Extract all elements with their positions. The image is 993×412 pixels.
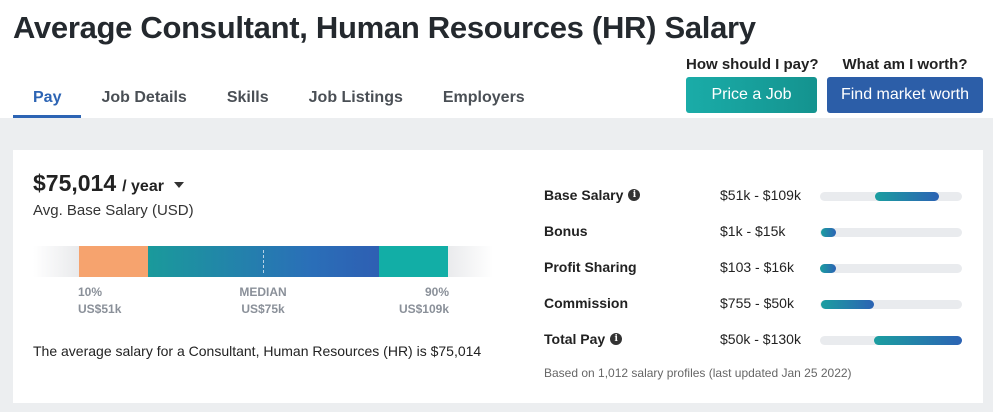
chevron-down-icon[interactable]	[173, 182, 184, 188]
p10-value: US$51k	[78, 302, 122, 316]
component-track	[820, 228, 962, 237]
component-track	[820, 336, 962, 345]
worth-question-label: What am I worth?	[842, 56, 968, 73]
find-market-worth-button[interactable]: Find market worth	[827, 77, 983, 113]
component-track	[820, 300, 962, 309]
component-track	[820, 192, 962, 201]
p90-label: 90%	[424, 285, 449, 299]
p10-label: 10%	[78, 285, 103, 299]
component-label: Total Pay	[544, 331, 606, 347]
salary-distribution-bar	[33, 246, 493, 277]
p90-value: US$109k	[398, 302, 449, 316]
component-label: Profit Sharing	[544, 259, 637, 275]
tab-job-details[interactable]: Job Details	[101, 89, 187, 106]
component-name: Total Pay i	[544, 331, 623, 347]
salary-card: $75,014 / year Avg. Base Salary (USD) 10…	[13, 150, 983, 403]
percentile-10-label: 10% US$51k	[78, 284, 121, 318]
tab-pay[interactable]: Pay	[13, 84, 82, 118]
component-name: Base Salary i	[544, 187, 641, 203]
component-label: Bonus	[544, 223, 588, 239]
component-name: Profit Sharing	[544, 259, 637, 275]
tab-job-listings[interactable]: Job Listings	[308, 89, 403, 106]
tab-skills[interactable]: Skills	[226, 89, 269, 106]
info-icon[interactable]: i	[628, 189, 641, 201]
page-header: Average Consultant, Human Resources (HR)…	[0, 0, 993, 118]
component-name: Bonus	[544, 223, 588, 239]
component-label: Commission	[544, 295, 629, 311]
info-icon[interactable]: i	[610, 333, 623, 345]
salary-amount: $75,014	[33, 170, 117, 196]
component-label: Base Salary	[544, 187, 624, 203]
tab-bar: Pay Job Details Skills Job Listings Empl…	[13, 84, 545, 118]
component-fill	[873, 336, 962, 345]
data-footnote: Based on 1,012 salary profiles (last upd…	[544, 366, 852, 380]
component-track	[820, 264, 962, 273]
component-range: $50k - $130k	[720, 331, 801, 347]
median-value: US$75k	[241, 302, 285, 316]
price-job-group: How should I pay? Price a Job	[686, 56, 819, 113]
pay-question-label: How should I pay?	[686, 56, 819, 73]
median-marker	[263, 250, 264, 273]
component-range: $755 - $50k	[720, 295, 794, 311]
distribution-high-segment	[379, 246, 448, 277]
component-fill	[820, 264, 836, 273]
component-fill	[821, 300, 874, 309]
price-a-job-button[interactable]: Price a Job	[686, 77, 817, 113]
median-label: MEDIAN US$75k	[233, 284, 293, 318]
component-range: $51k - $109k	[720, 187, 801, 203]
salary-headline: $75,014 / year	[33, 170, 184, 197]
market-worth-group: What am I worth? Find market worth	[827, 56, 983, 113]
component-fill	[821, 228, 836, 237]
component-name: Commission	[544, 295, 628, 311]
salary-description: The average salary for a Consultant, Hum…	[33, 343, 482, 359]
percentile-90-label: 90% US$109k	[389, 284, 449, 318]
component-fill	[875, 192, 940, 201]
distribution-low-segment	[79, 246, 148, 277]
salary-caption: Avg. Base Salary (USD)	[33, 202, 194, 219]
page-title: Average Consultant, Human Resources (HR)…	[13, 10, 756, 45]
component-range: $103 - $16k	[720, 259, 794, 275]
salary-period-selector[interactable]: / year	[122, 178, 164, 195]
component-range: $1k - $15k	[720, 223, 786, 239]
median-text: MEDIAN	[239, 285, 287, 299]
tab-employers[interactable]: Employers	[442, 89, 525, 106]
